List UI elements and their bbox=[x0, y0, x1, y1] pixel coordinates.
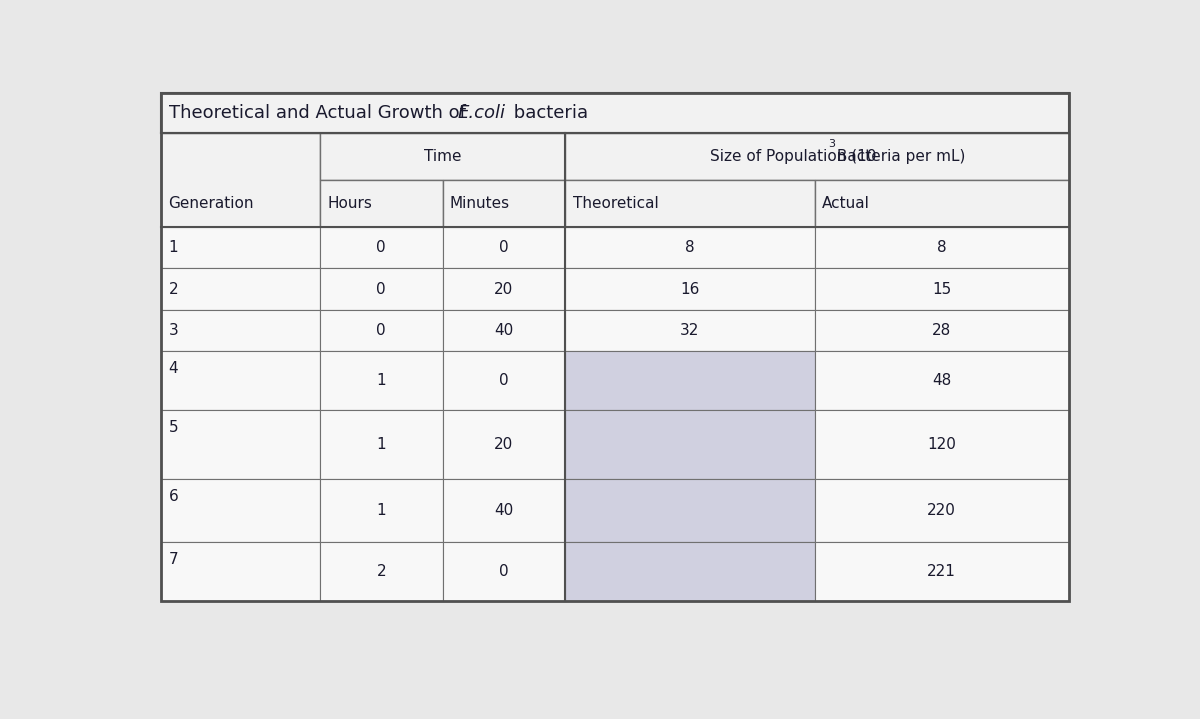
Text: bacteria: bacteria bbox=[508, 104, 588, 122]
Bar bbox=[565, 479, 815, 542]
Bar bbox=[320, 180, 443, 227]
Bar bbox=[443, 542, 565, 600]
Text: 32: 32 bbox=[680, 324, 700, 338]
Text: 40: 40 bbox=[494, 324, 514, 338]
Bar bbox=[161, 93, 1069, 133]
Text: 1: 1 bbox=[377, 503, 386, 518]
Text: 28: 28 bbox=[932, 324, 952, 338]
Text: 1: 1 bbox=[168, 240, 179, 255]
Text: 220: 220 bbox=[928, 503, 956, 518]
Bar bbox=[565, 352, 815, 410]
Text: Theoretical and Actual Growth of: Theoretical and Actual Growth of bbox=[168, 104, 472, 122]
Bar bbox=[161, 133, 320, 227]
Text: 2: 2 bbox=[377, 564, 386, 579]
Bar bbox=[161, 310, 320, 352]
Bar bbox=[320, 310, 443, 352]
Text: Size of Population (10: Size of Population (10 bbox=[710, 149, 876, 164]
Text: Actual: Actual bbox=[822, 196, 870, 211]
Bar bbox=[443, 227, 565, 268]
Text: 1: 1 bbox=[377, 373, 386, 388]
Bar bbox=[565, 133, 1069, 180]
Text: 5: 5 bbox=[168, 420, 179, 434]
Text: 221: 221 bbox=[928, 564, 956, 579]
Bar bbox=[565, 410, 815, 479]
Text: Bacteria per mL): Bacteria per mL) bbox=[833, 149, 966, 164]
Text: 15: 15 bbox=[932, 282, 952, 297]
Text: Hours: Hours bbox=[328, 196, 372, 211]
Bar bbox=[320, 352, 443, 410]
Text: 3: 3 bbox=[168, 324, 179, 338]
Text: 0: 0 bbox=[377, 240, 386, 255]
Text: 20: 20 bbox=[494, 282, 514, 297]
Bar bbox=[161, 352, 320, 410]
Bar bbox=[161, 227, 320, 268]
Bar bbox=[565, 268, 815, 310]
Text: 6: 6 bbox=[168, 489, 179, 504]
Text: 120: 120 bbox=[928, 436, 956, 452]
Text: Generation: Generation bbox=[168, 196, 254, 211]
Text: 48: 48 bbox=[932, 373, 952, 388]
Text: 0: 0 bbox=[499, 373, 509, 388]
Bar bbox=[443, 268, 565, 310]
Bar bbox=[815, 352, 1069, 410]
Bar bbox=[815, 410, 1069, 479]
Bar bbox=[815, 479, 1069, 542]
Bar bbox=[815, 180, 1069, 227]
Text: Minutes: Minutes bbox=[450, 196, 510, 211]
Text: 0: 0 bbox=[377, 282, 386, 297]
Text: 20: 20 bbox=[494, 436, 514, 452]
Text: 0: 0 bbox=[499, 564, 509, 579]
Bar bbox=[443, 410, 565, 479]
Text: Theoretical: Theoretical bbox=[572, 196, 659, 211]
Bar bbox=[161, 410, 320, 479]
Text: 8: 8 bbox=[685, 240, 695, 255]
Text: 40: 40 bbox=[494, 503, 514, 518]
Bar bbox=[443, 310, 565, 352]
Bar bbox=[161, 268, 320, 310]
Bar bbox=[161, 479, 320, 542]
Bar bbox=[320, 479, 443, 542]
Bar bbox=[815, 310, 1069, 352]
Bar bbox=[320, 542, 443, 600]
Bar bbox=[565, 227, 815, 268]
Bar bbox=[320, 268, 443, 310]
Text: 7: 7 bbox=[168, 552, 179, 567]
Text: 16: 16 bbox=[680, 282, 700, 297]
Bar bbox=[161, 542, 320, 600]
Bar bbox=[443, 352, 565, 410]
Text: 2: 2 bbox=[168, 282, 179, 297]
Bar bbox=[565, 180, 815, 227]
Bar bbox=[443, 479, 565, 542]
Text: 4: 4 bbox=[168, 362, 179, 377]
Bar bbox=[565, 310, 815, 352]
Bar bbox=[815, 227, 1069, 268]
Bar bbox=[815, 268, 1069, 310]
Text: Time: Time bbox=[424, 149, 461, 164]
Bar bbox=[565, 542, 815, 600]
Text: 8: 8 bbox=[937, 240, 947, 255]
Text: 3: 3 bbox=[828, 139, 835, 149]
Bar bbox=[320, 227, 443, 268]
Text: 0: 0 bbox=[377, 324, 386, 338]
Bar bbox=[815, 542, 1069, 600]
Text: 1: 1 bbox=[377, 436, 386, 452]
Text: E.coli: E.coli bbox=[458, 104, 506, 122]
Text: 0: 0 bbox=[499, 240, 509, 255]
Bar bbox=[443, 180, 565, 227]
Bar bbox=[320, 133, 565, 180]
Bar bbox=[320, 410, 443, 479]
